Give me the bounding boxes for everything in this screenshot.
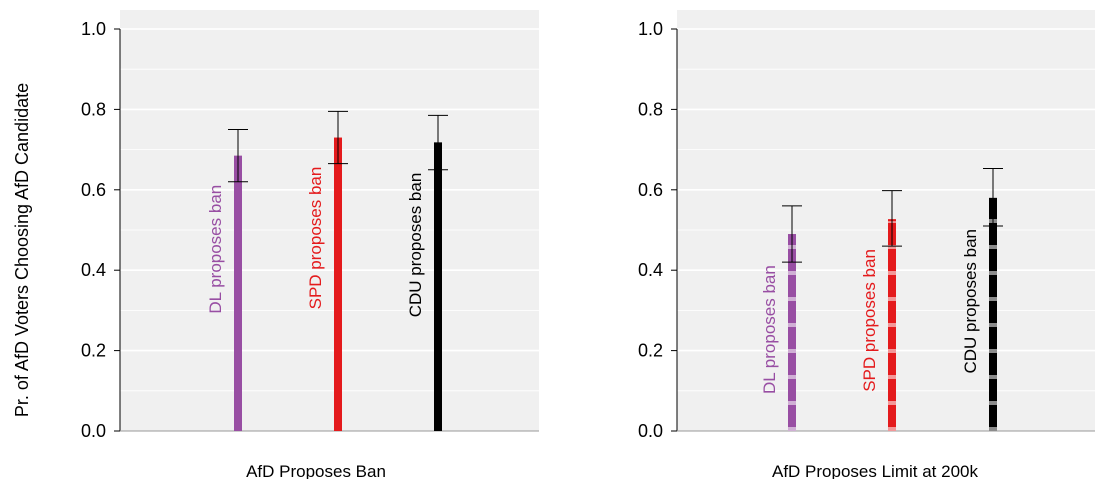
bar-label-spd: SPD proposes ban [860, 249, 879, 392]
bar-label-cdu: CDU proposes ban [961, 229, 980, 374]
y-tick-label: 0.8 [638, 99, 663, 119]
y-tick-label: 0.0 [638, 421, 663, 441]
y-tick-label: 0.0 [81, 421, 106, 441]
x-axis-title-ban: AfD Proposes Ban [246, 462, 386, 479]
y-tick-label: 0.4 [638, 260, 663, 280]
panel-afd-proposes-limit: 0.0 0.2 0.4 0.6 0.8 1.0 DL proposes ban SPD pro… [638, 10, 1095, 441]
bar-cdu [989, 197, 997, 431]
bar-label-dl: DL proposes ban [206, 185, 225, 314]
panel-afd-proposes-ban: 0.0 0.2 0.4 0.6 0.8 1.0 DL proposes ban SPD pro… [81, 10, 539, 441]
bar-spd [334, 137, 342, 432]
bar-label-cdu: CDU proposes ban [406, 173, 425, 318]
bar-dl [788, 234, 796, 431]
bar-label-spd: SPD proposes ban [306, 167, 325, 310]
y-axis-title: Pr. of AfD Voters Choosing AfD Candidate [12, 83, 32, 417]
bar-dl [234, 155, 242, 431]
y-tick-label: 0.6 [638, 180, 663, 200]
y-tick-label: 0.2 [638, 341, 663, 361]
y-tick-label: 1.0 [81, 19, 106, 39]
y-tick-label: 0.8 [81, 99, 106, 119]
y-tick-label: 0.4 [81, 260, 106, 280]
y-tick-label: 0.6 [81, 180, 106, 200]
y-tick-label: 1.0 [638, 19, 663, 39]
plot-background [120, 10, 539, 431]
y-tick-label: 0.2 [81, 341, 106, 361]
bar-label-dl: DL proposes ban [760, 265, 779, 394]
x-axis-title-limit: AfD Proposes Limit at 200k [772, 462, 978, 479]
bar-cdu [434, 142, 442, 431]
plot-background [677, 10, 1095, 431]
